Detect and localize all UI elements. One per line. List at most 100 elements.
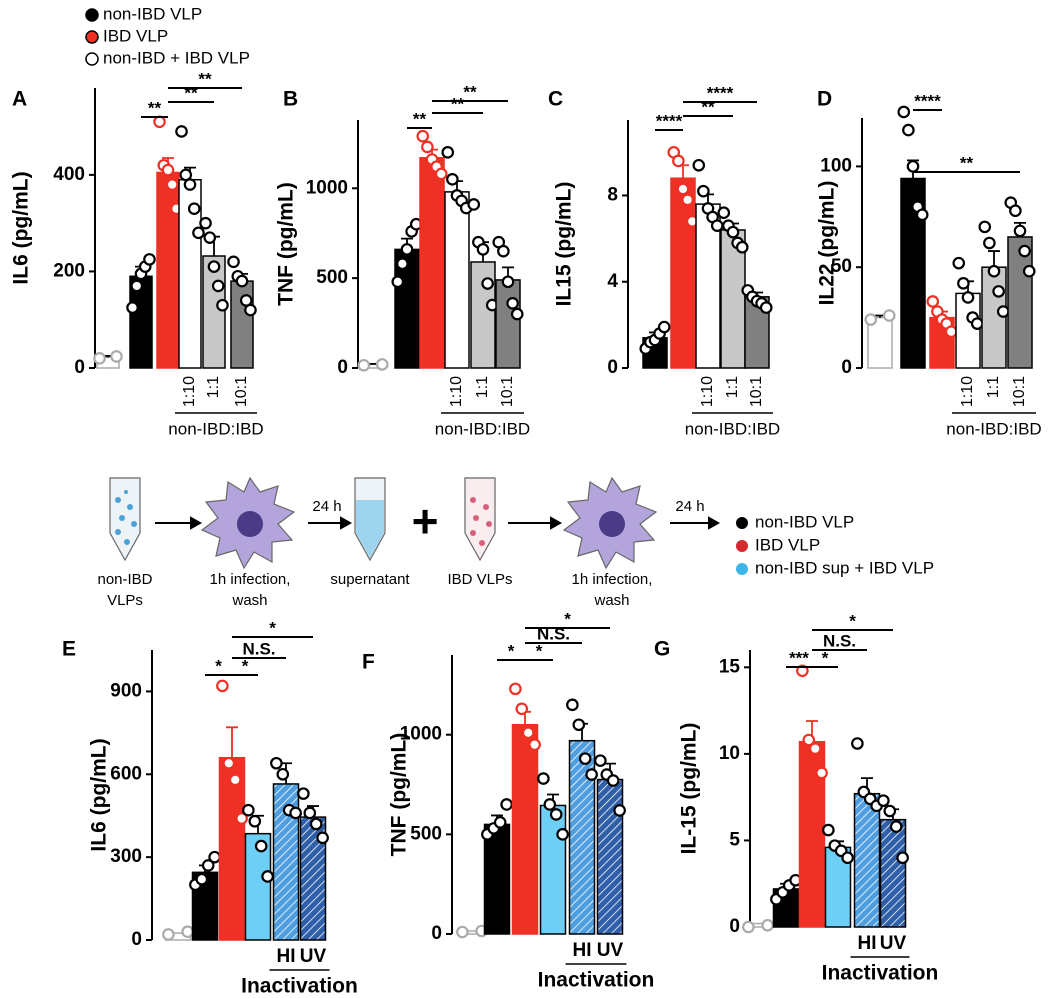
significance-label: * bbox=[508, 641, 515, 660]
data-point bbox=[613, 804, 626, 817]
y-tick-label: 0 bbox=[74, 357, 85, 378]
significance-label: ** bbox=[148, 98, 162, 117]
data-point bbox=[183, 178, 197, 191]
data-point bbox=[181, 925, 194, 939]
data-point bbox=[228, 773, 242, 787]
data-point bbox=[566, 698, 579, 712]
data-point bbox=[476, 243, 490, 256]
x-tick-label: 10:1 bbox=[1011, 376, 1028, 407]
panel-letter: F bbox=[362, 651, 375, 674]
tube bbox=[464, 477, 496, 562]
significance-label: * bbox=[269, 618, 276, 637]
significance-label: **** bbox=[656, 111, 683, 130]
data-point bbox=[889, 820, 903, 833]
x-tick-label: HI bbox=[858, 933, 877, 954]
y-tick-label: 0 bbox=[337, 357, 348, 378]
data-point bbox=[235, 812, 248, 825]
data-point bbox=[528, 738, 541, 751]
y-tick-label: 4 bbox=[607, 271, 618, 292]
y-tick-label: 5 bbox=[729, 829, 740, 850]
group-label: Inactivation bbox=[822, 962, 939, 985]
data-point bbox=[192, 226, 205, 240]
data-point bbox=[497, 244, 510, 258]
data-point bbox=[802, 733, 816, 747]
data-point bbox=[303, 806, 317, 820]
data-point bbox=[216, 679, 229, 693]
schematic bbox=[109, 476, 658, 570]
data-point bbox=[510, 307, 524, 321]
significance-label: ** bbox=[960, 153, 974, 172]
significance-label: N.S. bbox=[823, 631, 856, 650]
significance-label: * bbox=[242, 656, 249, 675]
y-tick-label: 0 bbox=[131, 929, 142, 950]
data-point bbox=[906, 160, 920, 173]
data-point bbox=[493, 816, 507, 829]
panel-letter: D bbox=[817, 88, 832, 111]
step-label: VLPs bbox=[107, 592, 143, 609]
data-point bbox=[126, 301, 139, 314]
y-tick-label: 900 bbox=[110, 680, 142, 701]
bar bbox=[596, 778, 624, 935]
data-point bbox=[456, 925, 469, 939]
y-tick-label: 0 bbox=[431, 923, 442, 944]
data-point bbox=[276, 767, 290, 781]
data-point bbox=[556, 828, 569, 841]
data-point bbox=[396, 257, 409, 271]
data-point bbox=[681, 193, 694, 207]
data-point bbox=[983, 236, 996, 250]
significance-label: * bbox=[536, 641, 543, 660]
bar bbox=[1007, 236, 1033, 369]
data-point bbox=[195, 872, 209, 886]
data-point bbox=[375, 358, 389, 371]
data-point bbox=[297, 787, 310, 800]
bar bbox=[539, 804, 567, 935]
bar bbox=[879, 818, 907, 928]
data-point bbox=[416, 129, 430, 143]
data-point bbox=[761, 918, 774, 932]
legend-marker bbox=[736, 563, 748, 575]
data-point bbox=[1018, 244, 1031, 258]
data-point bbox=[970, 317, 984, 330]
data-point bbox=[208, 850, 221, 864]
bar bbox=[495, 279, 521, 369]
group-label: Inactivation bbox=[241, 975, 358, 998]
data-point bbox=[692, 158, 706, 172]
legend-marker bbox=[85, 52, 99, 66]
data-point bbox=[543, 798, 557, 811]
data-point bbox=[717, 206, 731, 220]
time-label: 24 h bbox=[312, 498, 341, 515]
data-point bbox=[841, 851, 854, 865]
data-point bbox=[254, 839, 268, 853]
data-point bbox=[796, 664, 809, 678]
y-tick-label: 300 bbox=[110, 846, 142, 867]
y-tick-label: 0 bbox=[607, 357, 618, 378]
data-point bbox=[808, 742, 822, 755]
legend-label: IBD VLP bbox=[103, 26, 168, 45]
data-point bbox=[606, 774, 620, 787]
panel-letter: C bbox=[548, 88, 563, 111]
x-tick-label: UV bbox=[880, 933, 907, 954]
y-tick-label: 0 bbox=[729, 916, 740, 937]
bar bbox=[394, 248, 420, 369]
bar bbox=[419, 156, 445, 369]
data-point bbox=[289, 806, 302, 820]
data-point bbox=[434, 167, 448, 181]
data-point bbox=[175, 125, 188, 138]
y-axis-label: IL-15 (pg/mL) bbox=[678, 723, 701, 855]
data-point bbox=[199, 216, 212, 230]
data-point bbox=[915, 208, 929, 222]
legend-marker bbox=[736, 540, 748, 552]
data-point bbox=[216, 298, 229, 312]
data-point bbox=[93, 352, 106, 365]
significance-label: * bbox=[822, 648, 829, 667]
y-tick-label: 500 bbox=[410, 823, 442, 844]
x-tick-label: 10:1 bbox=[748, 376, 765, 407]
data-point bbox=[130, 279, 144, 293]
x-tick-label: 1:10 bbox=[448, 376, 465, 407]
x-tick-label: 1:10 bbox=[699, 376, 716, 407]
data-point bbox=[585, 768, 598, 781]
data-point bbox=[926, 295, 940, 308]
y-tick-label: 1000 bbox=[400, 724, 442, 745]
bar bbox=[444, 191, 470, 369]
data-point bbox=[815, 766, 828, 780]
